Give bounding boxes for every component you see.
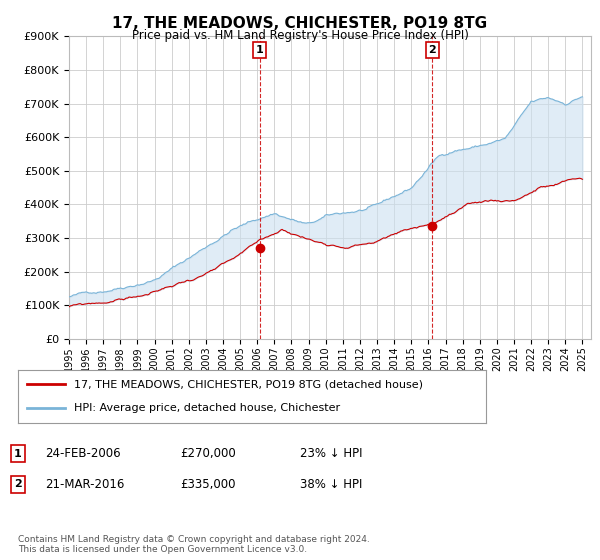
Text: 17, THE MEADOWS, CHICHESTER, PO19 8TG: 17, THE MEADOWS, CHICHESTER, PO19 8TG (112, 16, 488, 31)
Text: Contains HM Land Registry data © Crown copyright and database right 2024.
This d: Contains HM Land Registry data © Crown c… (18, 535, 370, 554)
Text: 21-MAR-2016: 21-MAR-2016 (45, 478, 124, 491)
Text: 24-FEB-2006: 24-FEB-2006 (45, 447, 121, 460)
Text: 2: 2 (14, 479, 22, 489)
Text: 1: 1 (256, 45, 264, 55)
Text: 38% ↓ HPI: 38% ↓ HPI (300, 478, 362, 491)
Text: 23% ↓ HPI: 23% ↓ HPI (300, 447, 362, 460)
Text: £270,000: £270,000 (180, 447, 236, 460)
Text: 17, THE MEADOWS, CHICHESTER, PO19 8TG (detached house): 17, THE MEADOWS, CHICHESTER, PO19 8TG (d… (74, 380, 423, 390)
Text: Price paid vs. HM Land Registry's House Price Index (HPI): Price paid vs. HM Land Registry's House … (131, 29, 469, 42)
Text: £335,000: £335,000 (180, 478, 235, 491)
Text: HPI: Average price, detached house, Chichester: HPI: Average price, detached house, Chic… (74, 403, 340, 413)
Text: 1: 1 (14, 449, 22, 459)
Text: 2: 2 (428, 45, 436, 55)
